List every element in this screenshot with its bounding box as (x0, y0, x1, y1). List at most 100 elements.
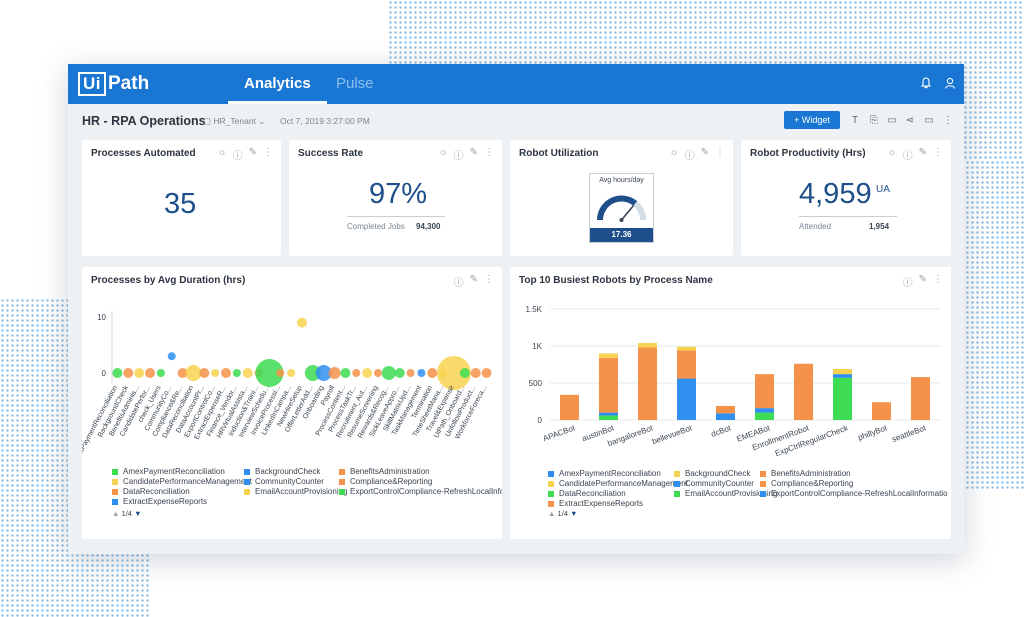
more-icon[interactable]: ⋮ (943, 115, 953, 126)
data-point (221, 368, 231, 378)
tenant-name: HR_Tenant (213, 116, 256, 126)
data-point (352, 369, 361, 377)
info-icon[interactable]: ⓘ (902, 278, 913, 289)
dashboard-toolbar: HR - RPA Operations ▢ HR_Tenant ⌄ Oct 7,… (68, 104, 964, 138)
monitor-icon[interactable]: ▭ (924, 115, 934, 126)
legend-pager[interactable]: ▲ 1/4 ▼ (112, 509, 142, 518)
data-point (276, 369, 285, 377)
dashboard-title: HR - RPA Operations (82, 114, 206, 128)
legend-swatch (674, 470, 680, 477)
more-icon[interactable]: ⋮ (484, 274, 494, 285)
bar-segment (755, 374, 774, 409)
info-icon[interactable]: ⓘ (453, 278, 464, 289)
legend-item[interactable]: DataReconciliation (548, 489, 626, 498)
legend-label: AmexPaymentReconciliation (123, 467, 225, 476)
bar-segment (716, 405, 735, 414)
more-icon[interactable]: ⋮ (933, 147, 943, 158)
data-point (287, 369, 296, 377)
edit-icon[interactable]: ✎ (918, 274, 927, 285)
bar-segment (872, 402, 891, 420)
gauge-value: 17.36 (590, 228, 653, 242)
more-icon[interactable]: ⋮ (263, 147, 273, 158)
lightbulb-icon[interactable]: ☼ (887, 147, 897, 158)
more-icon[interactable]: ⋮ (933, 274, 943, 285)
card-robot-utilization: Robot Utilization ☼ ⓘ ✎ ⋮ Avg hours/day 17.… (510, 140, 733, 256)
chart-legend: AmexPaymentReconciliation BackgroundCheck… (548, 469, 948, 511)
info-icon[interactable]: ⓘ (453, 151, 464, 162)
more-icon[interactable]: ⋮ (715, 147, 725, 158)
edit-icon[interactable]: ✎ (248, 147, 257, 158)
share-icon[interactable]: ⋖ (905, 115, 915, 126)
edit-icon[interactable]: ✎ (918, 147, 927, 158)
top-nav-bar: Ui Path Analytics Pulse (68, 64, 964, 104)
legend-swatch (339, 478, 345, 485)
legend-item[interactable]: AmexPaymentReconciliation (548, 469, 661, 478)
bell-icon[interactable] (918, 76, 934, 92)
card-actions: ☼ ⓘ ✎ ⋮ (438, 147, 494, 162)
bar-segment (599, 415, 618, 420)
legend-item[interactable]: BenefitsAdministration (760, 469, 851, 478)
legend-item[interactable]: EmailAccountProvisioning (674, 489, 778, 498)
legend-item[interactable]: ExtractExpenseReports (112, 497, 207, 506)
legend-swatch (760, 480, 766, 487)
bar-segment (599, 353, 618, 358)
edit-icon[interactable]: ✎ (700, 147, 709, 158)
legend-item[interactable]: ExportControlCompliance-RefreshLocalInfo… (760, 489, 948, 498)
text-icon[interactable]: T (851, 115, 859, 126)
legend-item[interactable]: ExtractExpenseReports (548, 499, 643, 508)
tab-pulse[interactable]: Pulse (336, 75, 374, 92)
legend-item[interactable]: CommunityCounter (674, 479, 754, 488)
more-icon[interactable]: ⋮ (484, 147, 494, 158)
add-widget-button[interactable]: + Widget (784, 111, 840, 129)
clipboard-icon[interactable]: ⎘ (870, 115, 878, 126)
legend-item[interactable]: Compliance&Reporting (760, 479, 853, 488)
legend-item[interactable]: CommunityCounter (244, 477, 324, 486)
lightbulb-icon[interactable]: ☼ (217, 147, 227, 158)
legend-item[interactable]: ExportControlCompliance-RefreshLocalInfo… (339, 487, 502, 496)
info-icon[interactable]: ⓘ (684, 151, 695, 162)
lightbulb-icon[interactable]: ☼ (669, 147, 679, 158)
card-title: Success Rate (298, 148, 364, 159)
uipath-logo[interactable]: Ui Path (78, 72, 149, 96)
lightbulb-icon[interactable]: ☼ (438, 147, 448, 158)
y-tick-label: 0 (538, 416, 543, 425)
duration-bubble-chart[interactable]: 10 0 AmexPaymentReconciliation BackgroundCh… (82, 289, 502, 499)
tenant-selector[interactable]: ▢ HR_Tenant ⌄ (203, 116, 265, 127)
keyboard-icon[interactable]: ▭ (887, 115, 897, 126)
bar-segment (833, 368, 852, 375)
pager-text: 1/4 (557, 509, 568, 518)
edit-icon[interactable]: ✎ (469, 147, 478, 158)
tab-analytics[interactable]: Analytics (228, 64, 327, 104)
bar-segment (599, 357, 618, 413)
x-tick-label: bangaloreBot (606, 423, 655, 448)
legend-label: BenefitsAdministration (350, 467, 430, 476)
legend-item[interactable]: DataReconciliation (112, 487, 190, 496)
kpi-sub-label: Completed Jobs (347, 222, 405, 231)
user-icon[interactable] (942, 76, 958, 92)
info-icon[interactable]: ⓘ (902, 151, 913, 162)
legend-item[interactable]: Compliance&Reporting (339, 477, 432, 486)
bar-segment (755, 408, 774, 413)
page-up-icon[interactable]: ▲ (112, 509, 120, 518)
legend-item[interactable]: CandidatePerformanceManagement (548, 479, 688, 488)
card-robot-productivity: Robot Productivity (Hrs) ☼ ⓘ ✎ ⋮ 4,959 UA A… (741, 140, 951, 256)
legend-item[interactable]: BenefitsAdministration (339, 467, 430, 476)
legend-item[interactable]: AmexPaymentReconciliation (112, 467, 225, 476)
page-up-icon[interactable]: ▲ (548, 509, 556, 518)
info-icon[interactable]: ⓘ (232, 151, 243, 162)
bar-segment (677, 346, 696, 351)
legend-item[interactable]: BackgroundCheck (244, 467, 320, 476)
page-down-icon[interactable]: ▼ (134, 509, 142, 518)
legend-swatch (244, 488, 250, 495)
card-title: Top 10 Busiest Robots by Process Name (519, 275, 713, 286)
data-point (340, 368, 351, 378)
legend-label: CommunityCounter (255, 477, 324, 486)
legend-item[interactable]: EmailAccountProvisioning (244, 487, 348, 496)
legend-pager[interactable]: ▲ 1/4 ▼ (548, 509, 578, 518)
legend-item[interactable]: BackgroundCheck (674, 469, 750, 478)
data-point (470, 368, 481, 378)
edit-icon[interactable]: ✎ (469, 274, 478, 285)
legend-item[interactable]: CandidatePerformanceManagement (112, 477, 252, 486)
page-down-icon[interactable]: ▼ (570, 509, 578, 518)
